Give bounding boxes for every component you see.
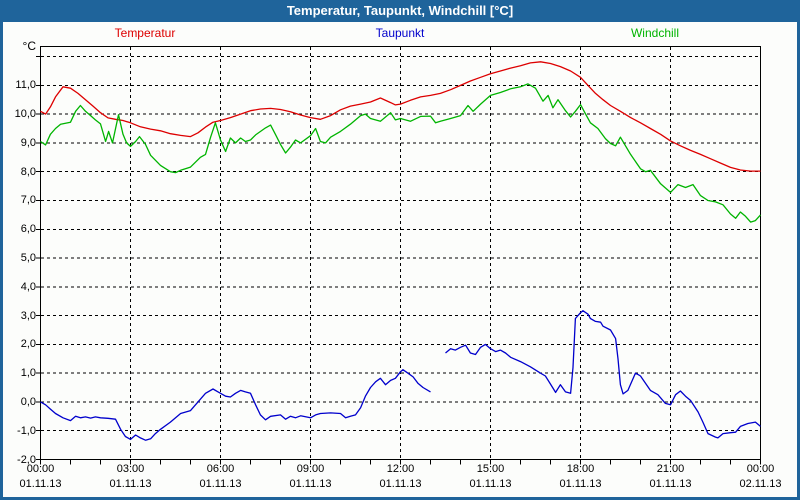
series-line-temperatur — [40, 61, 761, 172]
x-axis-time-label: 00:00 — [746, 463, 775, 475]
y-axis-label: 11,0 — [15, 79, 36, 92]
y-axis-unit-label: °C — [22, 39, 36, 53]
window-title-bar[interactable]: Temperatur, Taupunkt, Windchill [°C] — [0, 0, 800, 22]
y-axis-label: 4,0 — [20, 280, 36, 293]
x-axis-time-label: 03:00 — [116, 463, 145, 475]
y-axis-label: -1,0 — [17, 424, 36, 437]
x-axis-time-label: 12:00 — [386, 463, 415, 475]
legend-windchill: Windchill — [630, 26, 679, 40]
series-line-taupunkt — [40, 369, 431, 441]
y-axis-label: -2,0 — [17, 453, 36, 466]
x-axis-time-label: 06:00 — [206, 463, 235, 475]
y-axis-label: 5,0 — [20, 252, 36, 265]
x-axis-date-label: 01.11.13 — [199, 478, 242, 490]
y-axis-label: 8,0 — [20, 165, 36, 178]
y-axis-label: 7,0 — [20, 194, 36, 207]
x-axis-date-label: 01.11.13 — [469, 478, 512, 490]
y-axis-label: 0,0 — [20, 395, 36, 408]
x-axis-time-label: 00:00 — [26, 463, 55, 475]
series-line-windchill — [40, 83, 761, 223]
x-axis-date-label: 01.11.13 — [379, 478, 422, 490]
legend-temperatur: Temperatur — [114, 26, 176, 40]
y-axis-label: 1,0 — [20, 367, 36, 380]
x-axis-date-label: 01.11.13 — [649, 478, 692, 490]
x-axis-date-label: 01.11.13 — [559, 478, 602, 490]
x-axis-time-label: 21:00 — [656, 463, 685, 475]
x-axis-time-label: 18:00 — [566, 463, 595, 475]
x-axis-time-label: 09:00 — [296, 463, 325, 475]
y-axis-label: 9,0 — [20, 136, 36, 149]
y-axis-label: 10,0 — [14, 108, 36, 121]
window-title: Temperatur, Taupunkt, Windchill [°C] — [286, 3, 514, 18]
x-axis-date-label: 01.11.13 — [109, 478, 152, 490]
x-axis-date-label: 01.11.13 — [289, 478, 332, 490]
y-axis-label: 2,0 — [20, 338, 36, 351]
y-axis-label: 6,0 — [20, 223, 36, 236]
chart-canvas — [36, 46, 761, 465]
x-axis-date-label: 02.11.13 — [739, 478, 782, 490]
y-axis-label: 3,0 — [20, 309, 36, 322]
x-axis-time-label: 15:00 — [476, 463, 505, 475]
legend-taupunkt: Taupunkt — [375, 26, 425, 40]
chart-area: Temperatur Taupunkt Windchill °C 11,0 10,… — [3, 22, 797, 497]
series-line-taupunkt — [445, 310, 761, 439]
x-axis-date-label: 01.11.13 — [19, 478, 62, 490]
plot-border — [40, 46, 761, 460]
